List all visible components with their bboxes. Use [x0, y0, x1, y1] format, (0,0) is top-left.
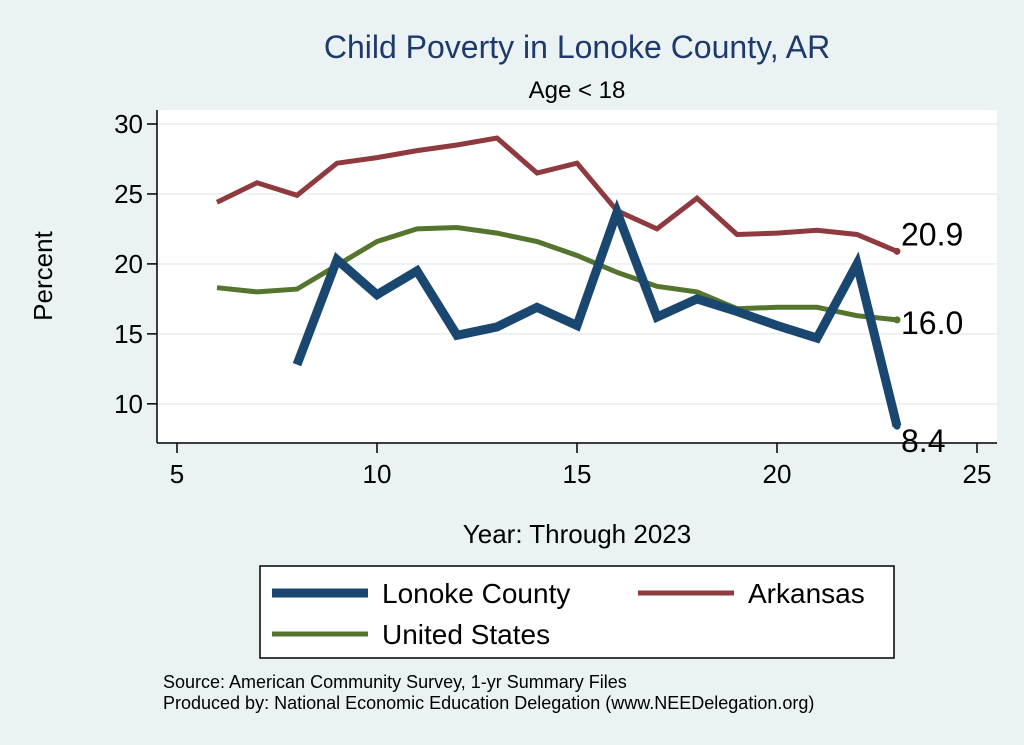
producer-note: Produced by: National Economic Education…: [163, 693, 814, 713]
x-tick-label: 20: [763, 459, 792, 489]
plot-area: [157, 110, 997, 443]
y-tick-label: 10: [114, 389, 143, 419]
end-label-arkansas: 20.9: [901, 216, 963, 252]
legend-label-lonoke-county: Lonoke County: [382, 578, 570, 609]
end-label-lonoke-county: 8.4: [901, 423, 945, 459]
x-axis-title: Year: Through 2023: [463, 519, 691, 549]
x-tick-label: 25: [963, 459, 992, 489]
y-tick-label: 25: [114, 179, 143, 209]
y-tick-label: 20: [114, 249, 143, 279]
chart-subtitle: Age < 18: [529, 77, 626, 104]
series-group: [215, 135, 902, 430]
legend-label-united-states: United States: [382, 619, 550, 650]
end-point-united-states: [893, 316, 901, 324]
y-axis-title: Percent: [28, 230, 58, 320]
x-tick-label: 10: [363, 459, 392, 489]
end-point-arkansas: [893, 247, 901, 255]
legend: Lonoke County Arkansas United States: [259, 565, 895, 659]
legend-label-arkansas: Arkansas: [748, 578, 865, 609]
chart-title: Child Poverty in Lonoke County, AR: [324, 29, 830, 65]
source-note: Source: American Community Survey, 1-yr …: [163, 672, 627, 692]
x-tick-label: 5: [170, 459, 184, 489]
legend-box: [259, 565, 895, 659]
y-tick-label: 30: [114, 109, 143, 139]
x-tick-label: 15: [563, 459, 592, 489]
legend-items: Lonoke County Arkansas United States: [272, 578, 865, 650]
series-line-lonoke-county: [292, 199, 902, 428]
y-tick-label: 15: [114, 319, 143, 349]
end-label-united-states: 16.0: [901, 305, 963, 341]
series-line-arkansas: [215, 135, 898, 254]
axes: 10 15 20 25 30 5 10 15 20 25: [114, 109, 991, 489]
end-labels: 8.4 20.9 16.0: [901, 216, 963, 459]
end-point-lonoke-county: [893, 422, 901, 430]
